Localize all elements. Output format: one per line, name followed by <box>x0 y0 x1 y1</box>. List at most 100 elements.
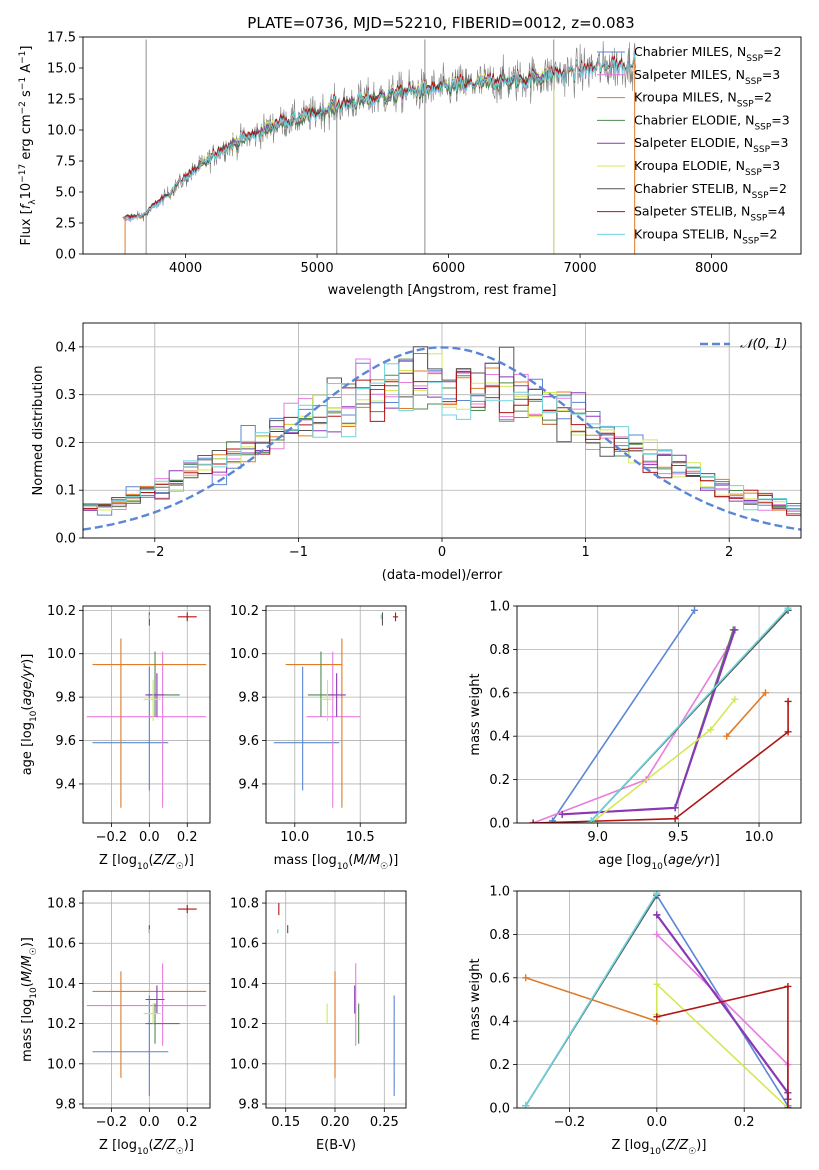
weight-marker <box>691 606 698 614</box>
age-vs-Z-panel: −0.2 0.0 0.29.49.69.810.010.2Z [log10(Z/Z☉… <box>20 604 211 872</box>
x-axis-label: mass [log10(M/M☉)] <box>274 853 399 872</box>
y-tick-label: 12.5 <box>47 93 76 108</box>
y-tick-label: 0.6 <box>489 686 510 701</box>
label-part: Kroupa MILES, N <box>634 90 737 105</box>
label-part: =2 <box>759 226 777 241</box>
label-part: ( <box>348 853 353 868</box>
x-tick-label: 2 <box>725 545 733 560</box>
label-part: Salpeter ELODIE, N <box>634 135 753 150</box>
legend-label: 𝒩(0, 1) <box>740 337 787 352</box>
errorbar-kroupa-miles <box>285 638 343 808</box>
y-tick-label: 10.8 <box>230 897 259 912</box>
y-tick-label: 0.0 <box>55 248 76 263</box>
axes-frame <box>265 890 407 1109</box>
label-part: ☉ <box>29 947 39 955</box>
y-tick-label: 0.2 <box>55 436 76 451</box>
axes-frame <box>516 890 802 1109</box>
label-part: Kroupa ELODIE, N <box>634 158 745 173</box>
weight-marker <box>784 982 792 990</box>
errorbar-salpeter-elodie <box>327 673 346 717</box>
x-tick-label: 1 <box>581 545 589 560</box>
label-part: =2 <box>763 44 781 59</box>
axes-frame <box>82 36 802 255</box>
label-part: ( <box>20 706 35 711</box>
label-part: =4 <box>767 204 785 219</box>
y-tick-label: 1.0 <box>489 885 510 900</box>
legend-label: Chabrier MILES, NSSP=2 <box>634 44 782 64</box>
label-part: mass [log <box>274 853 337 868</box>
label-part: −1 <box>18 51 28 64</box>
weight-marker <box>707 726 715 734</box>
y-tick-label: 9.6 <box>238 734 259 749</box>
y-axis-label: mass weight <box>468 958 483 1040</box>
x-axis-label: E(B-V) <box>316 1138 356 1153</box>
x-tick-label: 8000 <box>695 261 728 276</box>
label-part: ☉ <box>688 1147 696 1157</box>
histogram-kroupa-stelib <box>83 363 801 516</box>
y-tick-label: 9.8 <box>238 691 259 706</box>
label-part: ( <box>663 853 668 868</box>
y-tick-label: 0.4 <box>489 730 510 745</box>
label-part: ☉ <box>176 1147 184 1157</box>
label-part: −1 <box>18 77 28 90</box>
x-axis-label: Z [log10(Z/Z☉)] <box>612 1138 707 1157</box>
errorbar-kroupa-miles <box>92 971 207 1078</box>
label-part: M/M <box>353 853 380 868</box>
mass-weight-vs-Z-panel: −0.2 0.0 0.2 0.0 0.2 0.4 0.6 0.8 1.0 Z [log10(Z/Z… <box>468 885 802 1157</box>
x-axis-label: Z [log10(Z/Z☉)] <box>99 853 194 872</box>
weight-line-salpeter-elodie <box>562 629 736 816</box>
label-part: Z [log <box>612 1138 650 1153</box>
scatter-plot-area <box>277 903 395 1096</box>
errorbar-salpeter-elodie <box>145 673 165 717</box>
label-part: Salpeter MILES, N <box>634 67 745 82</box>
label-part: 10 <box>19 183 34 200</box>
errorbar-salpeter-miles <box>306 651 361 808</box>
weight-line-kroupa-miles <box>726 692 767 737</box>
y-tick-label: 0.4 <box>489 1015 510 1030</box>
label-part: Chabrier MILES, N <box>634 44 746 59</box>
label-part: 10 <box>29 987 39 999</box>
x-tick-label: 0.20 <box>321 1115 350 1130</box>
y-axis-label: Flux [fλ10−17 erg cm−2 s−1 A−1] <box>18 46 38 246</box>
y-tick-label: 10.8 <box>47 897 76 912</box>
label-part: SSP <box>745 77 762 87</box>
x-tick-label: −0.2 <box>96 1115 128 1130</box>
histogram-plot-area <box>83 346 801 531</box>
label-part: erg cm <box>19 114 34 163</box>
y-tick-label: 9.4 <box>55 777 76 792</box>
weight-marker <box>522 974 530 982</box>
y-tick-label: 15.0 <box>47 62 76 77</box>
errorbar-salpeter-stelib <box>392 612 399 622</box>
x-tick-label: 10.5 <box>346 830 375 845</box>
y-tick-label: 10.0 <box>230 1057 259 1072</box>
errorbar-chabrier-elodie <box>307 651 335 717</box>
label-part: SSP <box>752 191 769 201</box>
label-part: 10 <box>29 710 39 722</box>
y-axis-label: Normed distribution <box>31 366 46 496</box>
legend-label: Kroupa ELODIE, NSSP=3 <box>634 158 780 178</box>
y-tick-label: 10.2 <box>230 1017 259 1032</box>
x-axis-label: wavelength [Angstrom, rest frame] <box>328 283 557 298</box>
label-part: )] <box>184 1138 194 1153</box>
label-part: ( <box>148 1138 153 1153</box>
errorbar-kroupa-elodie <box>143 679 161 722</box>
axes-frame <box>82 322 802 539</box>
weight-marker <box>653 980 661 988</box>
label-part: =3 <box>770 135 788 150</box>
label-part: ] <box>19 46 34 51</box>
label-part: =2 <box>754 90 772 105</box>
legend-label: Salpeter ELODIE, NSSP=3 <box>634 135 788 155</box>
x-tick-label: −2 <box>145 545 164 560</box>
x-tick-label: 0.2 <box>177 1115 198 1130</box>
y-tick-label: 10.2 <box>47 1017 76 1032</box>
x-axis-label: age [log10(age/yr)] <box>598 853 720 872</box>
x-tick-label: 5000 <box>301 261 334 276</box>
model-spectrum-kroupa-stelib <box>125 54 636 222</box>
y-tick-label: 0.8 <box>489 643 510 658</box>
x-tick-label: 0.2 <box>734 1115 755 1130</box>
x-tick-label: 6000 <box>432 261 465 276</box>
label-part: SSP <box>737 100 754 110</box>
weight-marker <box>731 695 739 703</box>
label-part: 10 <box>651 862 663 872</box>
label-part: =3 <box>762 67 780 82</box>
